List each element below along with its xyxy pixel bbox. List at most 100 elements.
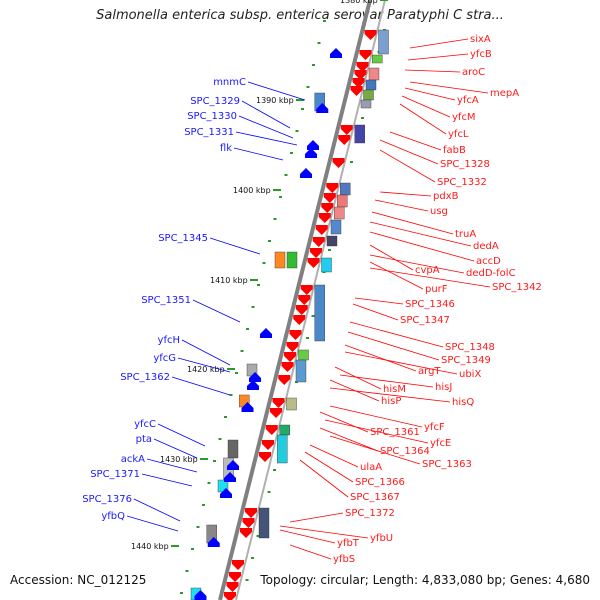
gene-label-spc-1371[interactable]: SPC_1371 [90, 469, 140, 480]
kbp-ticks: 1380 kbp 1390 kbp 1400 kbp 1410 kbp 1420 kbp… [131, 0, 388, 594]
gene-label-fabb[interactable]: fabB [443, 145, 466, 156]
gene-label-spc-1348[interactable]: SPC_1348 [445, 342, 495, 353]
gene-label-cvpa[interactable]: cvpA [415, 265, 440, 276]
gene-label-hisj[interactable]: hisJ [435, 382, 452, 393]
gene-label-usg[interactable]: usg [430, 206, 448, 217]
gene-label-spc-1361[interactable]: SPC_1361 [370, 427, 420, 438]
leader-line [399, 103, 447, 135]
feature-block [314, 284, 325, 342]
gene-label-purf[interactable]: purF [425, 284, 448, 295]
kbp-tick [200, 458, 208, 460]
feature-block [340, 182, 351, 196]
gene-label-deda[interactable]: dedA [473, 241, 499, 252]
gene-label-ubix[interactable]: ubiX [459, 369, 481, 380]
forward-gene-arrow [307, 258, 320, 268]
gene-label-aroc[interactable]: aroC [462, 67, 485, 78]
gene-label-argt[interactable]: argT [418, 366, 441, 377]
kbp-tick [227, 368, 235, 370]
leader-line [329, 387, 451, 403]
leader-line [247, 81, 306, 101]
leader-line [369, 221, 472, 247]
tick-mark [191, 548, 194, 550]
leader-line [329, 405, 423, 428]
gene-label-pta[interactable]: pta [136, 434, 152, 445]
leader-line [369, 231, 475, 262]
tick-mark [317, 42, 321, 44]
gene-label-yfbu[interactable]: yfbU [370, 533, 393, 544]
gene-label-pdxb[interactable]: pdxB [433, 191, 459, 202]
gene-label-yfcm[interactable]: yfcM [452, 112, 476, 123]
leader-line [349, 321, 444, 348]
gene-label-ulaa[interactable]: ulaA [360, 462, 382, 473]
gene-label-yfce[interactable]: yfcE [430, 438, 451, 449]
kbp-label: 1440 kbp [131, 542, 169, 551]
gene-label-spc-1329[interactable]: SPC_1329 [190, 96, 240, 107]
gene-label-spc-1376[interactable]: SPC_1376 [82, 494, 132, 505]
gene-label-sixa[interactable]: sixA [470, 34, 491, 45]
tick-mark [245, 579, 249, 581]
leader-line [389, 131, 442, 151]
gene-label-acka[interactable]: ackA [121, 454, 145, 465]
gene-label-spc-1330[interactable]: SPC_1330 [187, 111, 237, 122]
forward-gene-arrow [315, 225, 328, 235]
leader-line [369, 244, 414, 271]
leader-line [404, 87, 456, 101]
feature-block [372, 54, 383, 64]
gene-label-yfcb[interactable]: yfcB [470, 49, 492, 60]
feature-block [337, 194, 348, 208]
gene-label-spc-1367[interactable]: SPC_1367 [350, 492, 400, 503]
gene-label-flk[interactable]: flk [220, 143, 232, 154]
leader-line [289, 512, 344, 523]
gene-label-spc-1342[interactable]: SPC_1342 [492, 282, 542, 293]
gene-label-yfcf[interactable]: yfcF [424, 422, 445, 433]
gene-label-spc-1347[interactable]: SPC_1347 [400, 315, 450, 326]
gene-label-spc-1362[interactable]: SPC_1362 [120, 372, 170, 383]
forward-gene-arrow [229, 572, 241, 582]
gene-label-spc-1345[interactable]: SPC_1345 [158, 233, 208, 244]
leader-line [157, 423, 206, 447]
gene-label-yfca[interactable]: yfcA [457, 95, 479, 106]
gene-label-mnmc[interactable]: mnmC [213, 77, 246, 88]
gene-label-spc-1364[interactable]: SPC_1364 [380, 446, 430, 457]
tick-mark [251, 557, 254, 559]
backbone-line-outer [235, 0, 386, 600]
gene-label-hism[interactable]: hisM [383, 384, 406, 395]
gene-label-yfcc[interactable]: yfcC [134, 419, 156, 430]
forward-gene-arrow [284, 352, 296, 362]
gene-label-yfcl[interactable]: yfcL [448, 129, 469, 140]
gene-label-yfbt[interactable]: yfbT [337, 538, 360, 549]
forward-gene-arrow [338, 135, 351, 145]
gene-label-spc-1351[interactable]: SPC_1351 [141, 295, 191, 306]
leader-line [379, 139, 439, 165]
tick-mark [185, 570, 189, 572]
gene-label-yfbq[interactable]: yfbQ [101, 511, 125, 522]
gene-label-spc-1346[interactable]: SPC_1346 [405, 299, 455, 310]
gene-label-yfcg[interactable]: yfcG [153, 353, 176, 364]
gene-label-dedd-folc[interactable]: dedD-folC [466, 268, 516, 279]
forward-gene-arrow [310, 248, 322, 258]
tick-mark [290, 152, 293, 154]
tick-mark [301, 108, 304, 110]
gene-label-accd[interactable]: accD [476, 256, 501, 267]
gene-label-spc-1363[interactable]: SPC_1363 [422, 459, 472, 470]
gene-label-spc-1349[interactable]: SPC_1349 [441, 355, 491, 366]
forward-gene-arrow [332, 158, 345, 168]
gene-label-spc-1328[interactable]: SPC_1328 [440, 159, 490, 170]
forward-gene-arrow [293, 315, 306, 325]
gene-label-hisq[interactable]: hisQ [452, 397, 474, 408]
forward-gene-arrow [272, 398, 285, 408]
gene-label-trua[interactable]: truA [455, 229, 476, 240]
gene-label-mepa[interactable]: mepA [490, 88, 519, 99]
gene-label-yfch[interactable]: yfcH [158, 335, 180, 346]
gene-label-yfbs[interactable]: yfbS [333, 554, 355, 565]
reverse-gene-arrow [220, 488, 232, 498]
feature-block [363, 89, 374, 101]
gene-label-spc-1366[interactable]: SPC_1366 [355, 477, 405, 488]
gene-label-spc-1331[interactable]: SPC_1331 [184, 127, 234, 138]
forward-gene-arrow [359, 50, 372, 60]
gene-label-hisp[interactable]: hisP [381, 396, 401, 407]
feature-block [277, 434, 288, 464]
gene-label-spc-1372[interactable]: SPC_1372 [345, 508, 395, 519]
gene-label-spc-1332[interactable]: SPC_1332 [437, 177, 487, 188]
leader-line [329, 435, 421, 465]
